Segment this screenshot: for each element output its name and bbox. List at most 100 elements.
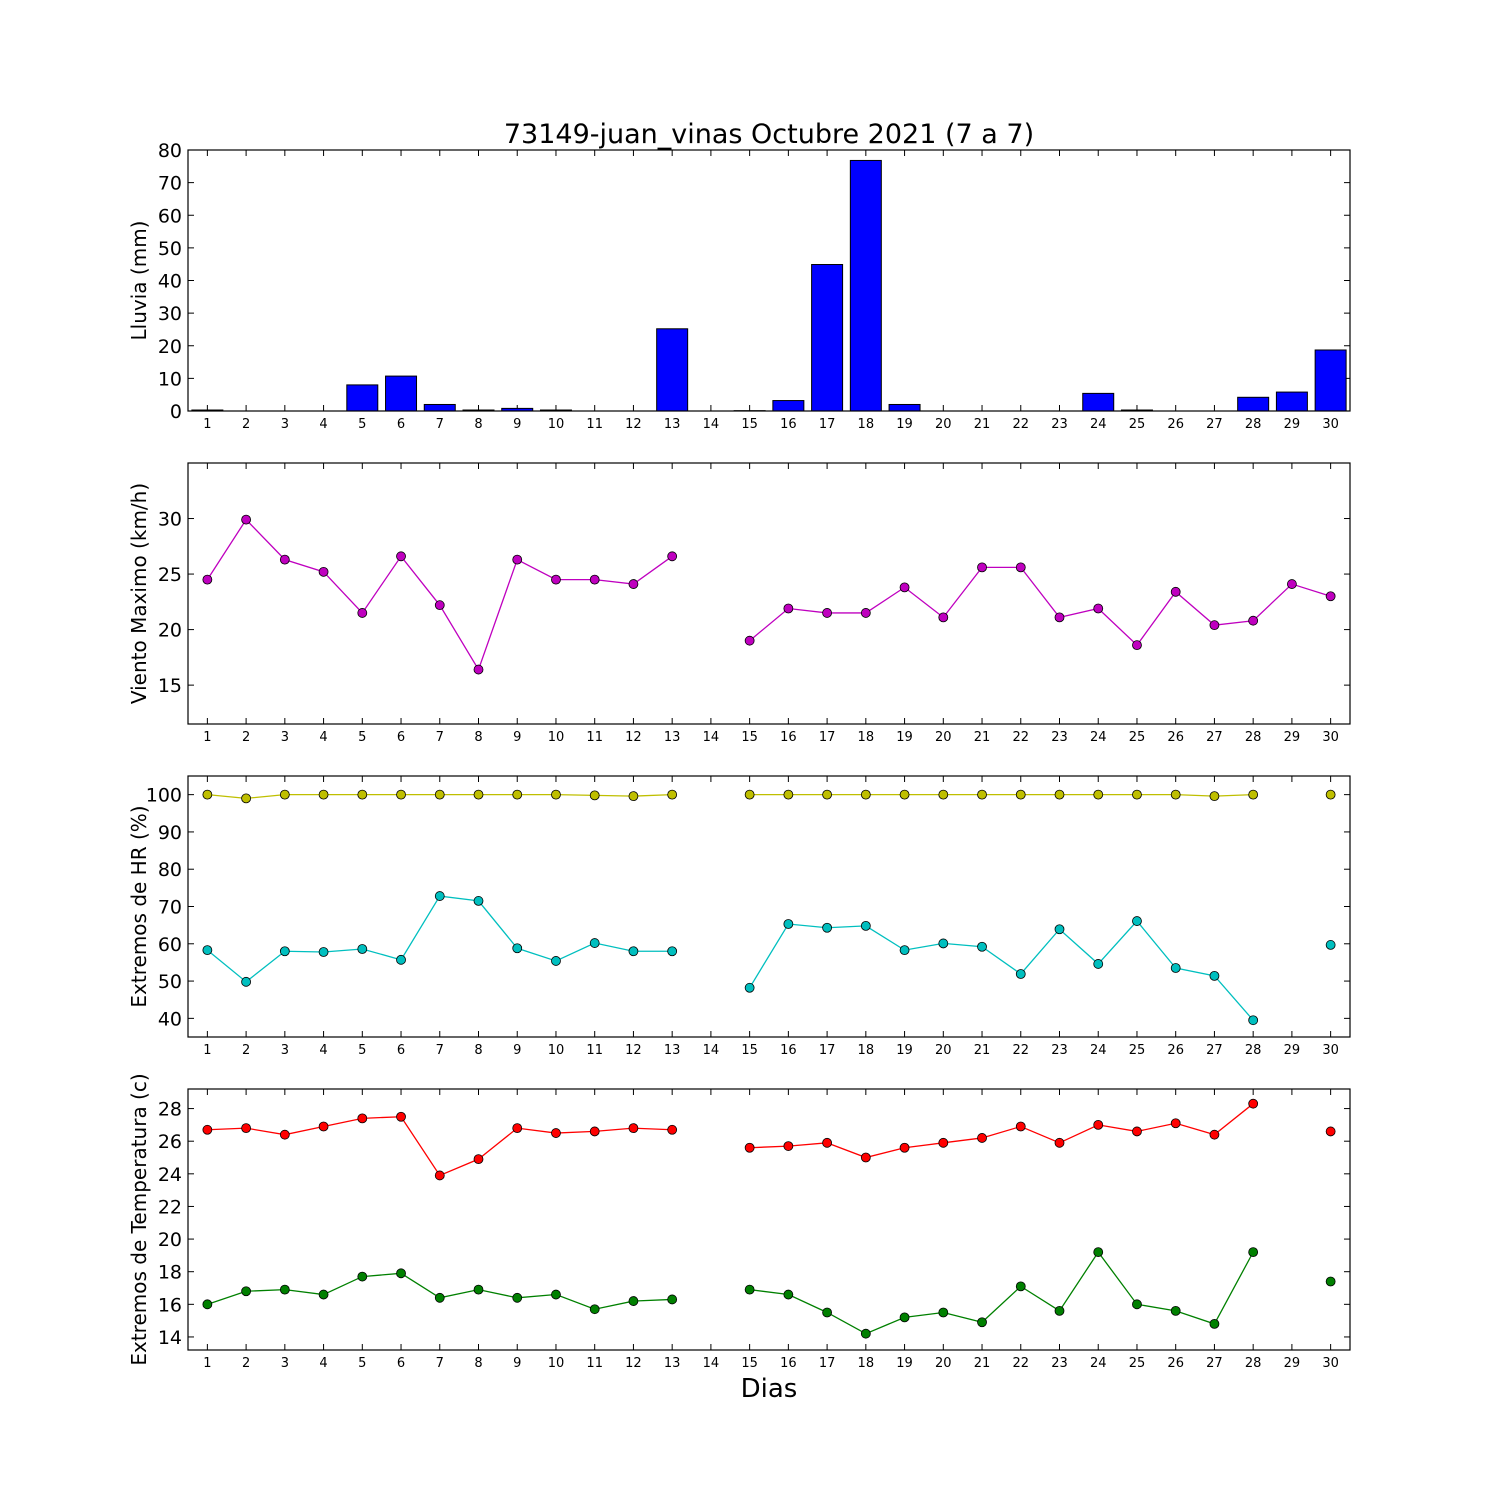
series-2-point-day-1 xyxy=(202,945,213,956)
series-1-point-day-30 xyxy=(1325,789,1336,800)
series-2-point-day-23 xyxy=(1054,1305,1065,1316)
x-tick-label: 5 xyxy=(358,1356,366,1371)
x-tick-label: 15 xyxy=(741,417,758,432)
series-2-line xyxy=(207,1272,673,1310)
x-tick-label: 4 xyxy=(319,1043,327,1058)
x-tick-label: 3 xyxy=(281,417,289,432)
x-tick-label: 25 xyxy=(1129,730,1146,745)
x-tick-label: 22 xyxy=(1012,417,1029,432)
series-1-point-day-21 xyxy=(977,562,987,573)
series-1-point-day-29 xyxy=(1287,579,1297,589)
series-1-point-day-20 xyxy=(938,789,949,800)
plot-frame xyxy=(187,1088,1351,1351)
x-tick-label: 9 xyxy=(513,730,521,745)
x-tick-label: 9 xyxy=(513,1356,521,1371)
y-tick-label: 25 xyxy=(158,564,182,586)
x-tick-label: 17 xyxy=(819,1043,836,1058)
y-tick-label: 16 xyxy=(158,1294,182,1316)
series-2-point-day-5 xyxy=(357,944,368,954)
x-tick-label: 25 xyxy=(1129,1356,1146,1371)
series-2-line xyxy=(206,895,673,983)
x-tick-label: 9 xyxy=(513,417,521,432)
x-tick-label: 12 xyxy=(625,1356,642,1371)
y-axis-label: Extremos de HR (%) xyxy=(127,805,151,1007)
series-1-point-day-5 xyxy=(357,789,368,800)
series-2-point-day-18 xyxy=(860,1328,871,1339)
bar-day-6 xyxy=(385,375,418,412)
series-2-point-day-30 xyxy=(1325,940,1336,950)
x-tick-label: 21 xyxy=(974,417,991,432)
x-tick-label: 9 xyxy=(513,1043,521,1058)
series-1-point-day-1 xyxy=(202,1124,213,1135)
x-tick-label: 22 xyxy=(1012,1043,1029,1058)
x-tick-label: 18 xyxy=(858,417,875,432)
series-1-point-day-23 xyxy=(1054,1137,1065,1148)
series-2-point-day-24 xyxy=(1093,959,1104,969)
y-tick-label: 80 xyxy=(158,140,182,162)
series-2-point-day-17 xyxy=(822,1307,832,1318)
x-tick-label: 20 xyxy=(935,730,952,745)
series-1-point-day-19 xyxy=(899,789,910,800)
series-1-point-day-22 xyxy=(1015,789,1026,800)
series-2-point-day-27 xyxy=(1209,970,1220,981)
y-tick-label: 14 xyxy=(158,1327,182,1349)
x-tick-label: 14 xyxy=(703,730,720,745)
x-tick-label: 3 xyxy=(281,730,289,745)
series-2-point-day-22 xyxy=(1015,1281,1026,1292)
series-1-point-day-26 xyxy=(1170,1118,1181,1129)
x-tick-label: 30 xyxy=(1322,1356,1339,1371)
x-tick-label: 14 xyxy=(703,1043,720,1058)
x-tick-label: 3 xyxy=(281,1356,289,1371)
x-tick-label: 24 xyxy=(1090,1043,1107,1058)
series-1-point-day-30 xyxy=(1325,1126,1336,1137)
series-2-point-day-30 xyxy=(1325,1276,1336,1287)
x-tick-label: 11 xyxy=(586,417,603,432)
x-tick-label: 11 xyxy=(586,1356,603,1371)
series-1-point-day-2 xyxy=(241,1123,252,1134)
series-1-point-day-1 xyxy=(202,789,213,800)
series-1-point-day-30 xyxy=(1325,591,1336,602)
series-1-point-day-19 xyxy=(899,582,910,593)
x-tick-label: 5 xyxy=(358,730,366,745)
bar-day-7 xyxy=(423,403,456,412)
series-1-point-day-19 xyxy=(899,1142,910,1153)
x-tick-label: 18 xyxy=(858,1356,875,1371)
y-tick-label: 40 xyxy=(158,1008,182,1030)
series-1-point-day-8 xyxy=(473,789,484,800)
x-tick-label: 19 xyxy=(896,1356,913,1371)
x-tick-label: 17 xyxy=(819,417,836,432)
bar-day-17 xyxy=(811,264,844,412)
x-tick-label: 4 xyxy=(319,1356,327,1371)
series-2-point-day-20 xyxy=(938,1307,949,1318)
series-2-point-day-9 xyxy=(512,943,523,954)
bar-day-24 xyxy=(1082,392,1115,412)
x-tick-label: 5 xyxy=(358,1043,366,1058)
series-1-point-day-28 xyxy=(1248,615,1259,626)
x-tick-label: 4 xyxy=(319,417,327,432)
x-tick-label: 12 xyxy=(625,1043,642,1058)
series-1-point-day-17 xyxy=(822,1137,832,1148)
x-tick-label: 24 xyxy=(1090,1356,1107,1371)
series-1-point-day-24 xyxy=(1093,789,1104,800)
series-2-point-day-2 xyxy=(241,976,252,987)
series-1-point-day-3 xyxy=(279,1129,290,1140)
series-1-point-day-27 xyxy=(1209,620,1220,631)
x-tick-label: 1 xyxy=(203,1356,211,1371)
x-tick-label: 10 xyxy=(548,730,565,745)
series-2-point-day-9 xyxy=(512,1292,523,1303)
series-2-point-day-22 xyxy=(1015,969,1026,979)
y-axis-label: Extremos de Temperatura (c) xyxy=(127,1073,151,1365)
series-1-point-day-9 xyxy=(512,1123,523,1134)
series-2-point-day-15 xyxy=(744,982,755,993)
series-1-point-day-3 xyxy=(279,789,290,800)
y-tick-label: 24 xyxy=(158,1164,182,1186)
series-2-point-day-7 xyxy=(434,891,445,901)
series-1-line xyxy=(206,518,673,672)
series-2-point-day-11 xyxy=(589,1304,600,1315)
series-1-point-day-24 xyxy=(1093,1119,1104,1130)
series-2-point-day-8 xyxy=(473,896,484,906)
series-2-point-day-16 xyxy=(783,1289,794,1300)
x-tick-label: 3 xyxy=(281,1043,289,1058)
series-2-point-day-19 xyxy=(899,1312,910,1323)
